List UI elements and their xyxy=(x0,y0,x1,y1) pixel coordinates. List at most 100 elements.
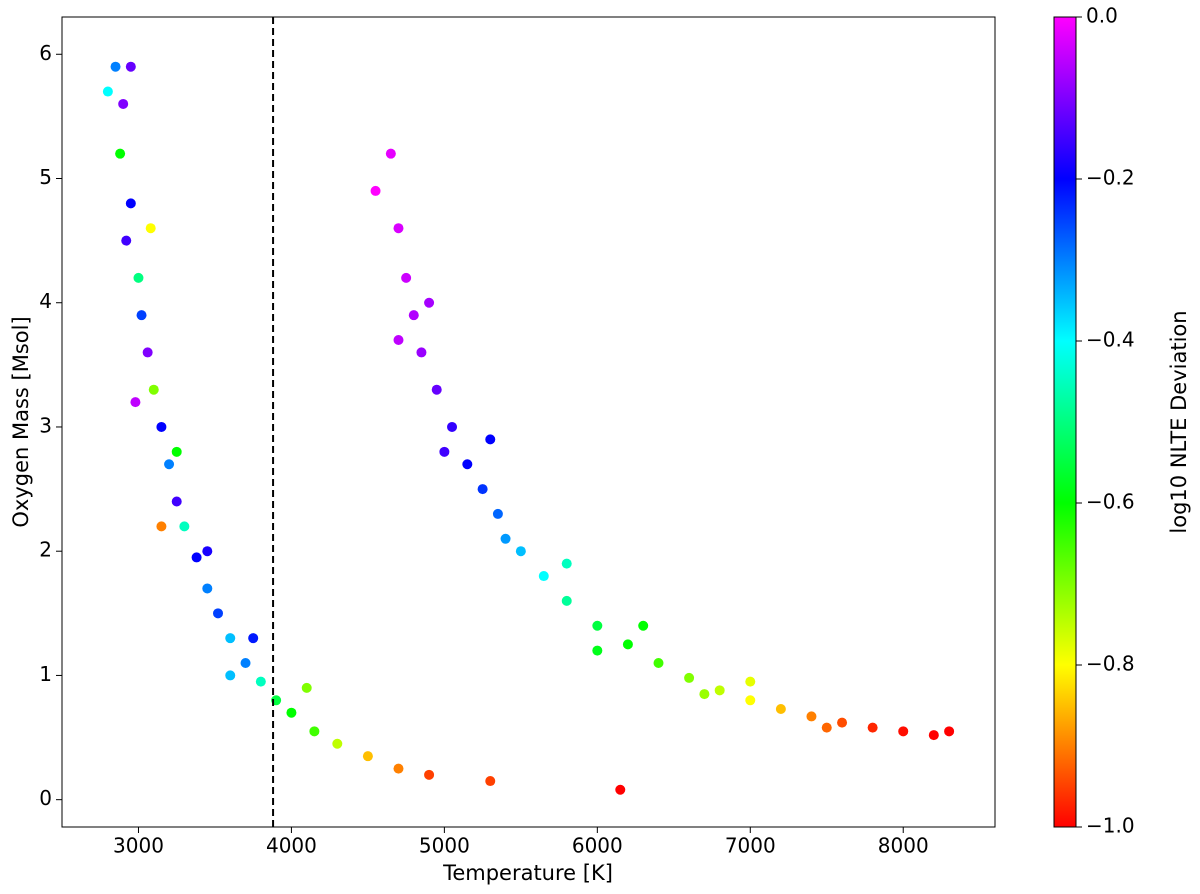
colorbar-tick-label: −0.8 xyxy=(1086,652,1135,676)
point xyxy=(653,658,664,669)
point xyxy=(309,726,320,737)
point xyxy=(362,751,373,762)
point xyxy=(775,703,786,714)
point xyxy=(592,645,603,656)
y-tick-label: 6 xyxy=(39,41,52,65)
point xyxy=(615,784,626,795)
point xyxy=(492,508,503,519)
point xyxy=(125,198,136,209)
y-tick-label: 1 xyxy=(39,662,52,686)
point xyxy=(699,689,710,700)
plot-area xyxy=(61,16,996,828)
point xyxy=(102,86,113,97)
point xyxy=(393,335,404,346)
colorbar-label: log10 NLTE Deviation xyxy=(1167,310,1191,533)
point xyxy=(806,711,817,722)
point xyxy=(133,272,144,283)
point xyxy=(202,546,213,557)
point xyxy=(898,726,909,737)
point xyxy=(171,496,182,507)
point xyxy=(477,484,488,495)
point xyxy=(408,310,419,321)
point xyxy=(745,676,756,687)
point xyxy=(439,446,450,457)
y-axis-label: Oxygen Mass [Msol] xyxy=(9,316,33,527)
x-tick-label: 8000 xyxy=(878,834,929,858)
point xyxy=(240,658,251,669)
point xyxy=(447,421,458,432)
point xyxy=(332,738,343,749)
point xyxy=(202,583,213,594)
point xyxy=(225,633,236,644)
x-axis-label: Temperature [K] xyxy=(442,861,613,885)
colorbar-tick-label: −0.2 xyxy=(1086,166,1135,190)
y-tick-label: 5 xyxy=(39,165,52,189)
x-tick-label: 7000 xyxy=(725,834,776,858)
point xyxy=(928,730,939,741)
point xyxy=(684,672,695,683)
point xyxy=(638,620,649,631)
point xyxy=(179,521,190,532)
point xyxy=(485,434,496,445)
x-tick-label: 5000 xyxy=(419,834,470,858)
point xyxy=(164,459,175,470)
point xyxy=(944,726,955,737)
point xyxy=(110,61,121,72)
point xyxy=(255,676,266,687)
x-tick-label: 6000 xyxy=(572,834,623,858)
point xyxy=(561,558,572,569)
point xyxy=(286,707,297,718)
point xyxy=(424,769,435,780)
y-tick-label: 4 xyxy=(39,289,52,313)
point xyxy=(385,148,396,159)
point xyxy=(401,272,412,283)
point xyxy=(156,421,167,432)
y-tick-label: 0 xyxy=(39,786,52,810)
point xyxy=(142,347,153,358)
point xyxy=(714,685,725,696)
x-tick-label: 3000 xyxy=(113,834,164,858)
point xyxy=(156,521,167,532)
point xyxy=(821,722,832,733)
point xyxy=(301,682,312,693)
point xyxy=(136,310,147,321)
point xyxy=(485,776,496,787)
point xyxy=(145,223,156,234)
point xyxy=(416,347,427,358)
point xyxy=(148,384,159,395)
point xyxy=(121,235,132,246)
point xyxy=(424,297,435,308)
point xyxy=(867,722,878,733)
colorbar-tick-label: −0.6 xyxy=(1086,490,1135,514)
x-tick-label: 4000 xyxy=(266,834,317,858)
point xyxy=(462,459,473,470)
colorbar-tick-label: −1.0 xyxy=(1086,814,1135,838)
point xyxy=(538,571,549,582)
point xyxy=(745,695,756,706)
point xyxy=(515,546,526,557)
point xyxy=(431,384,442,395)
point xyxy=(115,148,126,159)
point xyxy=(118,98,129,109)
colorbar xyxy=(1053,16,1077,828)
point xyxy=(592,620,603,631)
point xyxy=(225,670,236,681)
colorbar-tick-label: 0.0 xyxy=(1086,4,1118,28)
point xyxy=(171,446,182,457)
y-tick-label: 3 xyxy=(39,413,52,437)
y-tick-label: 2 xyxy=(39,538,52,562)
point xyxy=(248,633,259,644)
point xyxy=(125,61,136,72)
point xyxy=(130,397,141,408)
point xyxy=(393,763,404,774)
colorbar-tick-label: −0.4 xyxy=(1086,328,1135,352)
point xyxy=(500,533,511,544)
point xyxy=(213,608,224,619)
point xyxy=(561,595,572,606)
point xyxy=(191,552,202,563)
point xyxy=(622,639,633,650)
point xyxy=(837,717,848,728)
point xyxy=(393,223,404,234)
point xyxy=(370,185,381,196)
